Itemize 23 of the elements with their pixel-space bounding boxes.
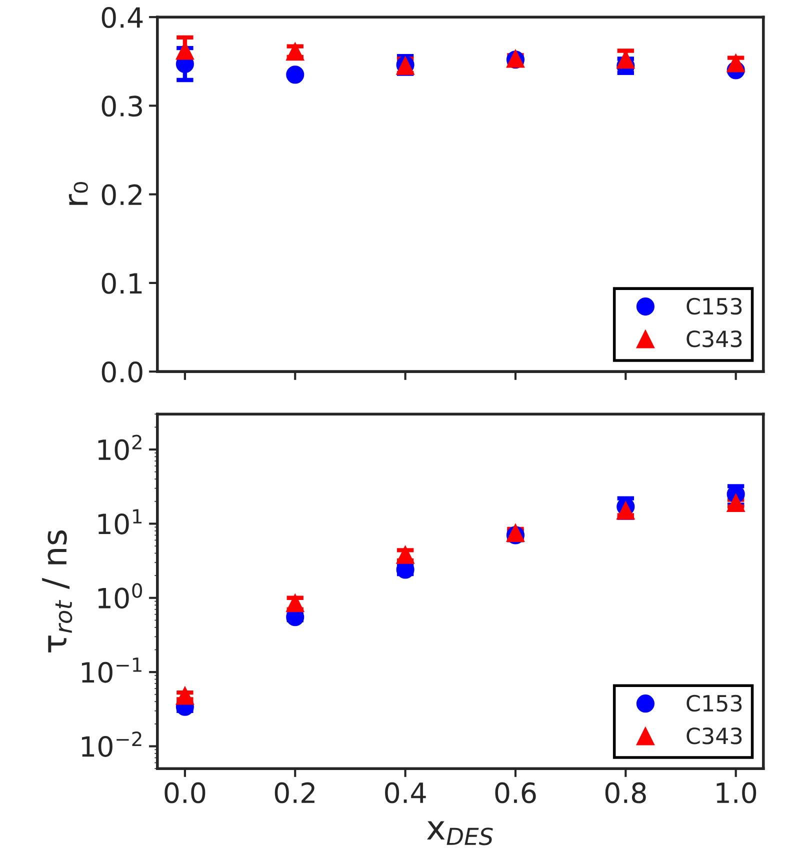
y-tick-label: 10$^{2}$ [98, 434, 142, 460]
y-tick-label: 0.1 [102, 272, 142, 294]
x-axis-title: x$_{DES}$ [427, 821, 493, 846]
y-tick-label: 10$^{−1}$ [82, 658, 142, 683]
y-tick-label: 10$^{1}$ [98, 509, 142, 534]
legend-label: C153 [686, 298, 742, 315]
y-axis-title: τ$_{rot}$ / ns [42, 530, 72, 652]
legend-label: C343 [686, 330, 742, 348]
y-axis-title: r₀ [68, 182, 88, 205]
x-tick-label: 0.4 [385, 782, 426, 804]
legend-label: C343 [686, 727, 742, 744]
y-tick-label: 0.0 [102, 362, 142, 383]
y-tick-label: 0.2 [102, 184, 142, 206]
x-tick-label: 0.0 [164, 782, 206, 804]
x-tick-label: 0.2 [274, 782, 314, 804]
x-tick-label: 0.6 [495, 782, 536, 804]
x-tick-label: 1.0 [716, 782, 756, 804]
legend-label: C153 [686, 694, 742, 712]
y-tick-label: 10$^{−2}$ [82, 732, 142, 757]
y-tick-label: 10$^{0}$ [98, 583, 142, 609]
y-tick-label: 0.4 [102, 7, 143, 28]
y-tick-label: 0.3 [102, 96, 142, 117]
x-tick-label: 0.8 [605, 782, 646, 804]
